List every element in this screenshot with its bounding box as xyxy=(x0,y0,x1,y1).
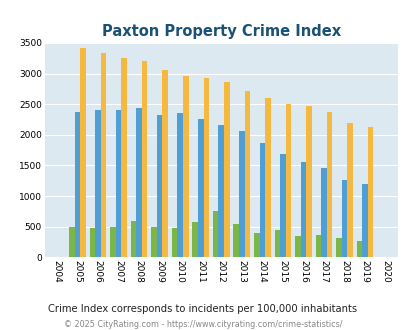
Bar xyxy=(274,230,279,257)
Bar xyxy=(130,221,136,257)
Bar xyxy=(151,227,156,257)
Bar xyxy=(305,106,311,257)
Bar xyxy=(218,125,224,257)
Text: Crime Index corresponds to incidents per 100,000 inhabitants: Crime Index corresponds to incidents per… xyxy=(48,304,357,314)
Bar xyxy=(233,224,239,257)
Title: Paxton Property Crime Index: Paxton Property Crime Index xyxy=(102,24,340,39)
Bar xyxy=(367,127,373,257)
Bar xyxy=(239,131,244,257)
Text: © 2025 CityRating.com - https://www.cityrating.com/crime-statistics/: © 2025 CityRating.com - https://www.city… xyxy=(64,320,341,329)
Bar xyxy=(259,144,264,257)
Bar xyxy=(142,61,147,257)
Bar xyxy=(213,211,218,257)
Bar xyxy=(346,122,352,257)
Bar xyxy=(320,168,326,257)
Bar xyxy=(341,180,346,257)
Bar xyxy=(198,119,203,257)
Bar xyxy=(254,233,259,257)
Bar xyxy=(285,104,290,257)
Bar xyxy=(115,110,121,257)
Bar xyxy=(95,110,100,257)
Bar xyxy=(171,228,177,257)
Bar xyxy=(100,53,106,257)
Bar xyxy=(162,71,168,257)
Bar xyxy=(356,241,361,257)
Bar xyxy=(80,48,85,257)
Bar xyxy=(75,112,80,257)
Bar xyxy=(177,113,183,257)
Bar xyxy=(244,91,249,257)
Bar xyxy=(300,162,305,257)
Bar xyxy=(315,235,320,257)
Bar xyxy=(224,82,229,257)
Bar xyxy=(136,108,142,257)
Bar xyxy=(156,115,162,257)
Bar xyxy=(326,112,331,257)
Bar xyxy=(110,227,115,257)
Bar xyxy=(192,222,198,257)
Bar xyxy=(264,98,270,257)
Bar xyxy=(203,79,209,257)
Bar xyxy=(361,184,367,257)
Bar xyxy=(335,238,341,257)
Bar xyxy=(69,227,75,257)
Bar xyxy=(183,76,188,257)
Bar xyxy=(279,154,285,257)
Bar xyxy=(121,58,127,257)
Bar xyxy=(294,236,300,257)
Bar xyxy=(90,228,95,257)
